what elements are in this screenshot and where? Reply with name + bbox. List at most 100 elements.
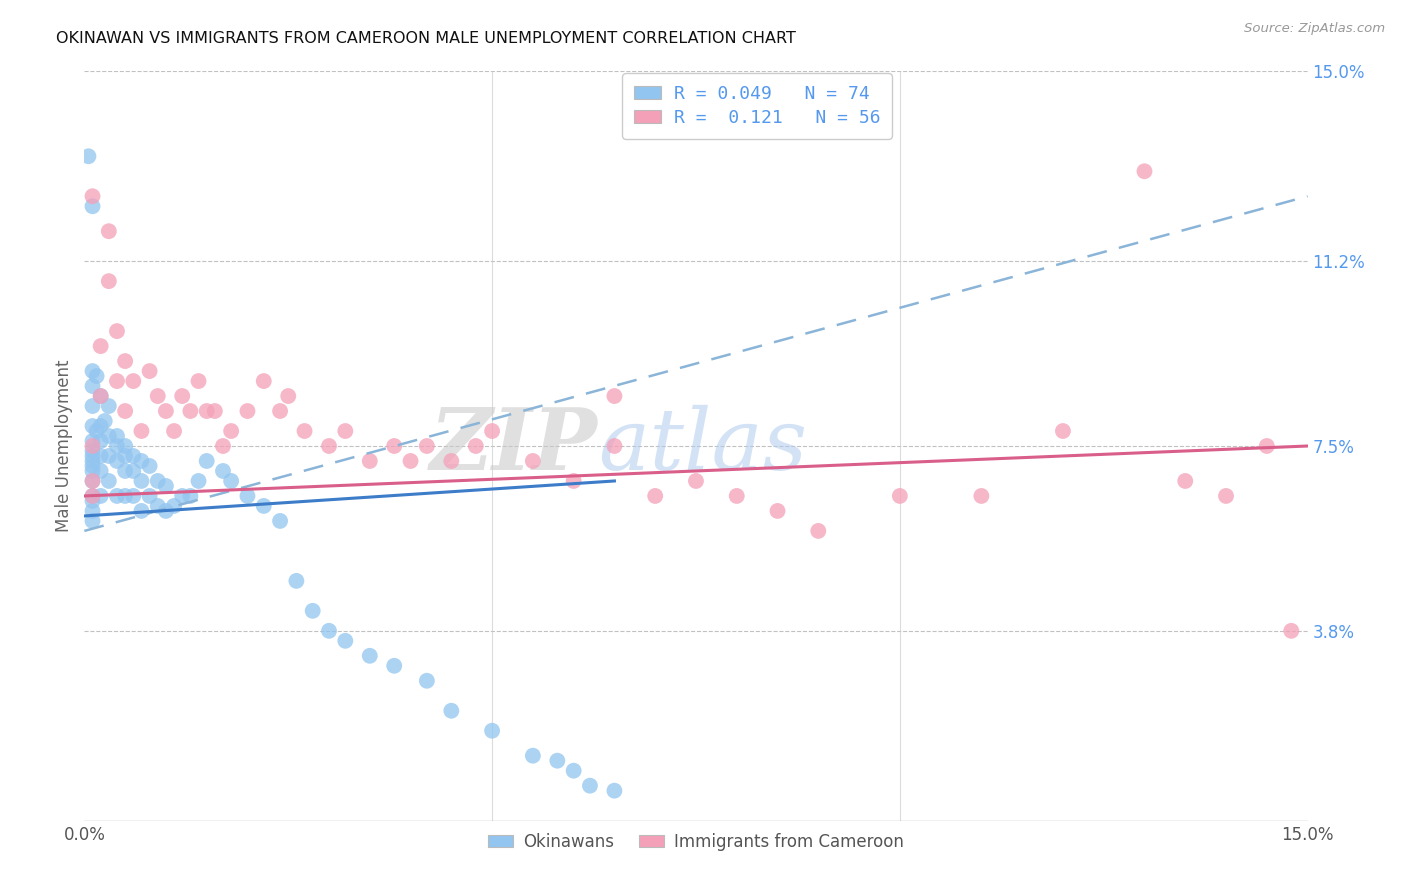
Text: ZIP: ZIP bbox=[430, 404, 598, 488]
Point bbox=[77, 149, 100, 163]
Point bbox=[82, 464, 104, 478]
Point bbox=[105, 489, 128, 503]
Point bbox=[359, 454, 381, 468]
Point bbox=[219, 474, 242, 488]
Point bbox=[725, 489, 748, 503]
Point bbox=[105, 429, 128, 443]
Point bbox=[122, 449, 145, 463]
Point bbox=[644, 489, 666, 503]
Point bbox=[114, 489, 136, 503]
Point bbox=[163, 499, 186, 513]
Point bbox=[114, 439, 136, 453]
Point bbox=[440, 454, 463, 468]
Point bbox=[301, 604, 323, 618]
Point bbox=[82, 419, 104, 434]
Point bbox=[122, 464, 145, 478]
Point bbox=[179, 489, 201, 503]
Legend: Okinawans, Immigrants from Cameroon: Okinawans, Immigrants from Cameroon bbox=[481, 826, 911, 857]
Point bbox=[970, 489, 993, 503]
Point bbox=[114, 464, 136, 478]
Point bbox=[382, 658, 405, 673]
Point bbox=[97, 274, 120, 288]
Point bbox=[416, 439, 439, 453]
Point bbox=[603, 389, 626, 403]
Point bbox=[253, 374, 276, 388]
Point bbox=[131, 424, 153, 438]
Point bbox=[82, 439, 104, 453]
Point bbox=[187, 474, 209, 488]
Point bbox=[131, 504, 153, 518]
Point bbox=[562, 474, 585, 488]
Point bbox=[269, 404, 291, 418]
Point bbox=[131, 454, 153, 468]
Point bbox=[546, 754, 568, 768]
Point bbox=[105, 324, 128, 338]
Point bbox=[82, 514, 104, 528]
Point bbox=[253, 499, 276, 513]
Point bbox=[82, 379, 104, 393]
Point bbox=[114, 354, 136, 368]
Point bbox=[318, 624, 340, 638]
Point bbox=[219, 424, 242, 438]
Point bbox=[155, 479, 177, 493]
Point bbox=[359, 648, 381, 663]
Point bbox=[522, 454, 544, 468]
Point bbox=[90, 389, 112, 403]
Point bbox=[82, 364, 104, 378]
Point bbox=[579, 779, 602, 793]
Point bbox=[131, 474, 153, 488]
Point bbox=[269, 514, 291, 528]
Point bbox=[146, 389, 169, 403]
Point bbox=[105, 439, 128, 453]
Point bbox=[155, 404, 177, 418]
Point bbox=[685, 474, 707, 488]
Point bbox=[1279, 624, 1302, 638]
Point bbox=[90, 434, 112, 448]
Point bbox=[464, 439, 486, 453]
Point bbox=[97, 224, 120, 238]
Point bbox=[603, 439, 626, 453]
Point bbox=[97, 399, 120, 413]
Point bbox=[97, 429, 120, 443]
Text: OKINAWAN VS IMMIGRANTS FROM CAMEROON MALE UNEMPLOYMENT CORRELATION CHART: OKINAWAN VS IMMIGRANTS FROM CAMEROON MAL… bbox=[56, 31, 796, 46]
Point bbox=[1052, 424, 1074, 438]
Point bbox=[82, 199, 104, 213]
Point bbox=[889, 489, 911, 503]
Point bbox=[195, 454, 218, 468]
Point bbox=[335, 633, 357, 648]
Point bbox=[236, 489, 259, 503]
Point bbox=[82, 489, 104, 503]
Point bbox=[212, 439, 235, 453]
Point bbox=[122, 374, 145, 388]
Point bbox=[82, 458, 104, 473]
Point bbox=[114, 449, 136, 463]
Point bbox=[82, 444, 104, 458]
Point bbox=[155, 504, 177, 518]
Point bbox=[93, 414, 115, 428]
Point bbox=[440, 704, 463, 718]
Point bbox=[163, 424, 186, 438]
Point bbox=[138, 364, 160, 378]
Point bbox=[138, 489, 160, 503]
Text: Source: ZipAtlas.com: Source: ZipAtlas.com bbox=[1244, 22, 1385, 36]
Point bbox=[86, 424, 108, 438]
Point bbox=[236, 404, 259, 418]
Point bbox=[399, 454, 422, 468]
Point bbox=[114, 404, 136, 418]
Point bbox=[82, 399, 104, 413]
Point bbox=[318, 439, 340, 453]
Point bbox=[90, 449, 112, 463]
Point bbox=[603, 783, 626, 797]
Point bbox=[335, 424, 357, 438]
Point bbox=[481, 723, 503, 738]
Point bbox=[82, 504, 104, 518]
Point bbox=[416, 673, 439, 688]
Point bbox=[82, 454, 104, 468]
Point bbox=[146, 499, 169, 513]
Point bbox=[1174, 474, 1197, 488]
Point bbox=[82, 474, 104, 488]
Point bbox=[90, 419, 112, 434]
Point bbox=[481, 424, 503, 438]
Point bbox=[90, 389, 112, 403]
Point bbox=[146, 474, 169, 488]
